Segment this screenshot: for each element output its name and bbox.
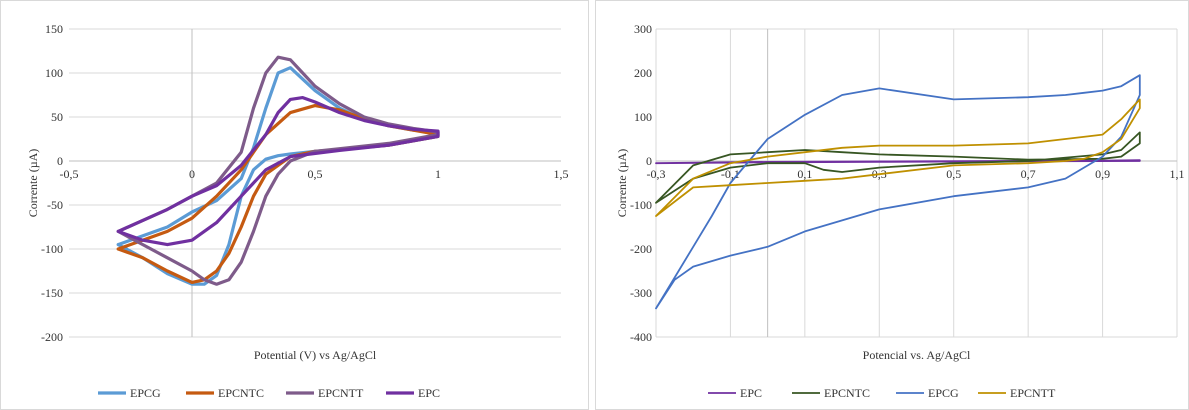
y-tick-label: 150 xyxy=(45,22,63,36)
y-tick-label: -100 xyxy=(41,242,63,256)
left-chart-panel: 150 100 50 0 -50 -100 -150 -200 -0,5 0 0,5 1 1,5 Pote… xyxy=(0,0,589,410)
x-tick-label: -0,5 xyxy=(60,167,79,181)
x-tick-label: 1,1 xyxy=(1170,167,1185,181)
y-tick-label: 300 xyxy=(634,22,652,36)
legend-label: EPCNTC xyxy=(824,386,870,400)
series-line-epc xyxy=(655,159,1141,165)
legend-label: EPCNTT xyxy=(1010,386,1056,400)
y-tick-label: -50 xyxy=(47,198,63,212)
x-tick-label: 1,5 xyxy=(554,167,569,181)
x-tick-label: 0,9 xyxy=(1095,167,1110,181)
series-line-epcntt xyxy=(655,98,1141,217)
y-tick-label: 50 xyxy=(51,110,63,124)
x-tick-label: 0 xyxy=(189,167,195,181)
x-axis-title: Potential (V) vs Ag/AgCl xyxy=(254,348,377,362)
y-tick-label: 0 xyxy=(57,154,63,168)
y-tick-label: -200 xyxy=(630,242,652,256)
y-tick-label: -150 xyxy=(41,286,63,300)
y-tick-label: -400 xyxy=(630,330,652,344)
legend-label: EPCNTC xyxy=(218,386,264,400)
y-tick-label: -300 xyxy=(630,286,652,300)
legend-label: EPCG xyxy=(130,386,161,400)
x-axis-title: Potencial vs. Ag/AgCl xyxy=(863,348,971,362)
series-line-epc xyxy=(116,96,440,247)
x-tick-label: 0,7 xyxy=(1021,167,1036,181)
y-tick-label: 100 xyxy=(634,110,652,124)
series-line-epcntt xyxy=(116,55,440,286)
y-axis-title: Corrente (µA) xyxy=(26,149,40,218)
y-tick-label: 0 xyxy=(646,154,652,168)
legend-label: EPC xyxy=(418,386,440,400)
x-tick-label: 0,1 xyxy=(797,167,812,181)
y-axis-title: Corrente (µA) xyxy=(615,149,629,218)
series-line-epcg xyxy=(655,74,1141,310)
y-tick-label: -100 xyxy=(630,198,652,212)
series-line-epcntc xyxy=(655,131,1141,204)
x-tick-label: -0,3 xyxy=(647,167,666,181)
y-tick-label: 100 xyxy=(45,66,63,80)
x-tick-label: 0,5 xyxy=(308,167,323,181)
legend-label: EPCNTT xyxy=(318,386,364,400)
legend-label: EPC xyxy=(740,386,762,400)
x-tick-label: 1 xyxy=(435,167,441,181)
y-tick-label: -200 xyxy=(41,330,63,344)
right-chart-panel: 300 200 100 0 -100 -200 -300 -400 -0,3 -0,1 0,1 0,3… xyxy=(595,0,1189,410)
legend-label: EPCG xyxy=(928,386,959,400)
y-tick-label: 200 xyxy=(634,66,652,80)
x-tick-label: 0,5 xyxy=(946,167,961,181)
